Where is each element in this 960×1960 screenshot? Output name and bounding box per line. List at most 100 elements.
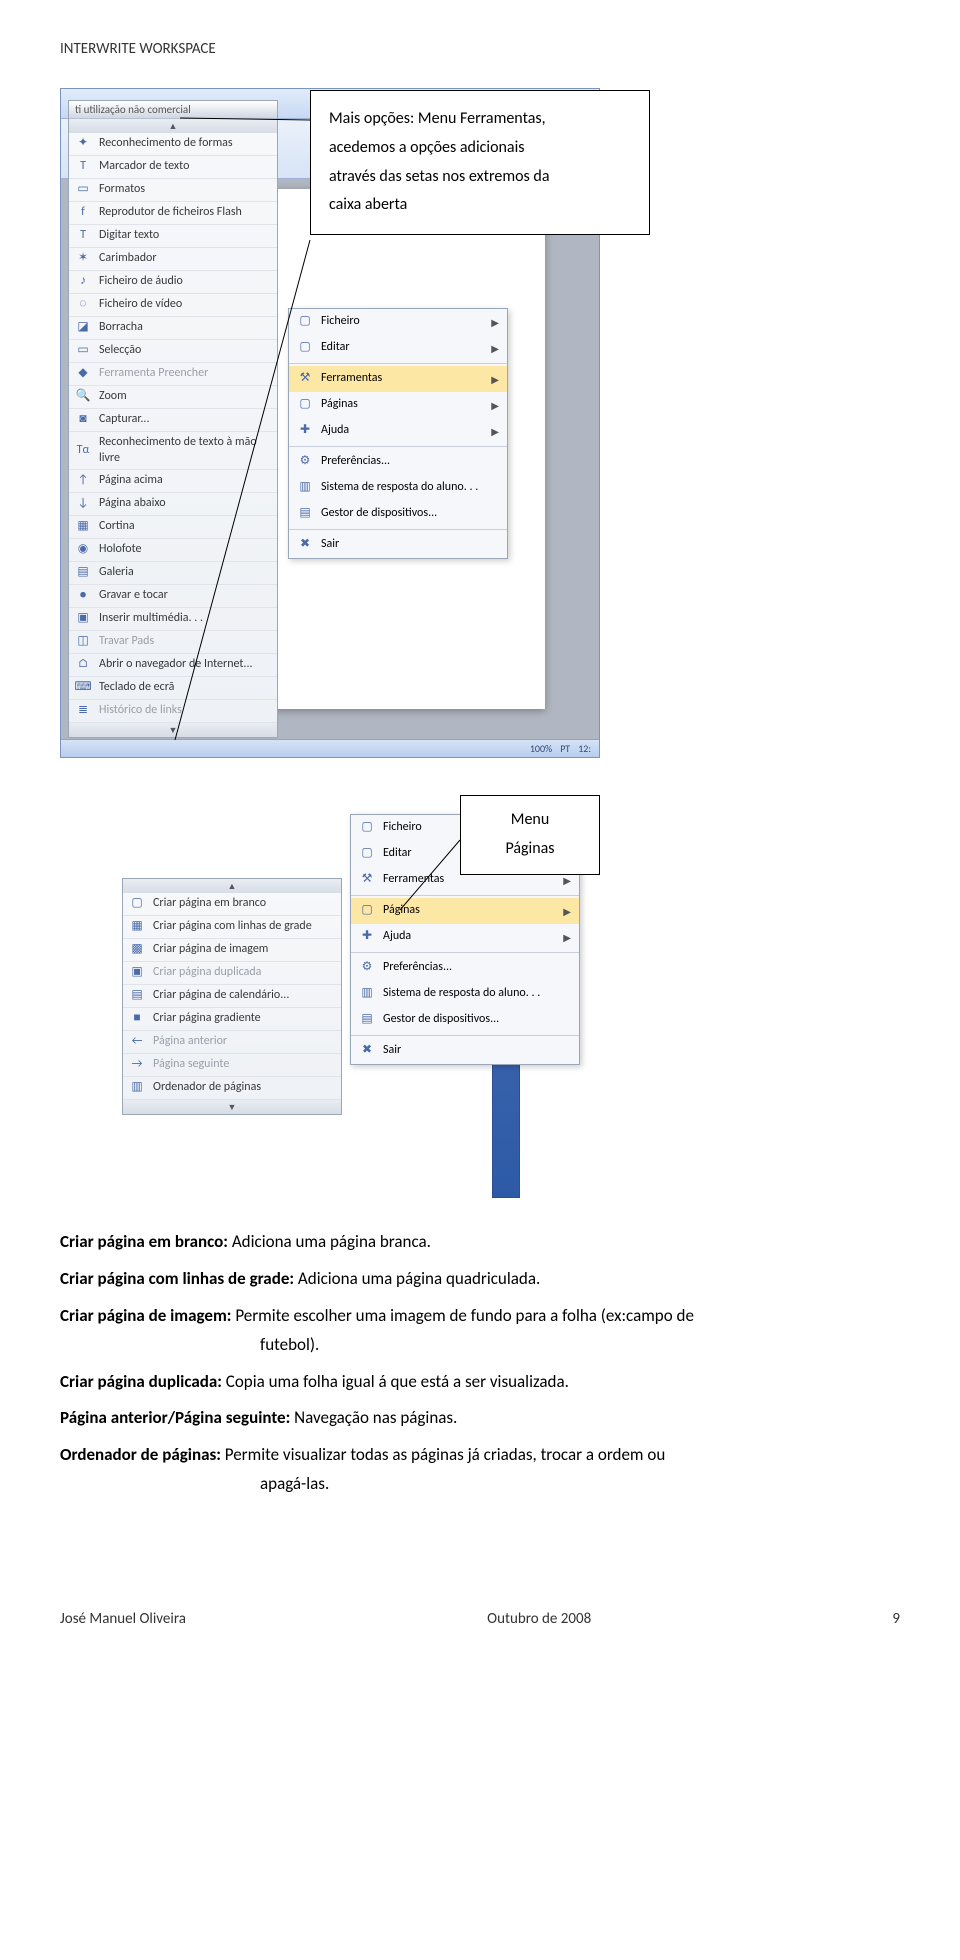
menu-item[interactable]: ✚Ajuda▶	[289, 418, 507, 444]
menu-item[interactable]: ▥Sistema de resposta do aluno. . .	[289, 475, 507, 501]
scroll-down-icon[interactable]: ▼	[123, 1100, 341, 1114]
scroll-up-icon[interactable]: ▲	[69, 119, 277, 133]
menu-icon: →	[129, 1057, 145, 1073]
menu-icon: ✖	[359, 1043, 375, 1059]
callout-line: acedemos a opções adicionais	[329, 134, 631, 163]
menu-item[interactable]: ✖ Sair	[351, 1038, 579, 1064]
desc-grid-page: Criar página com linhas de grade: Adicio…	[60, 1265, 900, 1294]
menu-item[interactable]: ▤Gestor de dispositivos...	[289, 501, 507, 527]
menu-item[interactable]: ♪Ficheiro de áudio	[69, 271, 277, 294]
menu-item[interactable]: ▤Galeria	[69, 562, 277, 585]
menu-item[interactable]: ⚙Preferências...	[289, 449, 507, 475]
menu-label: Página acima	[99, 473, 163, 489]
text: Adiciona uma página quadriculada.	[298, 1268, 540, 1289]
menu-icon: ■	[129, 1011, 145, 1027]
menu-item[interactable]: ▢Páginas▶	[351, 898, 579, 924]
menu-label: Ordenador de páginas	[153, 1080, 261, 1096]
menu-label: Ficheiro	[321, 314, 360, 330]
menu-icon: ▦	[129, 919, 145, 935]
menu-item[interactable]: ⌂Abrir o navegador de Internet...	[69, 654, 277, 677]
menu-item[interactable]: ↑Página acima	[69, 470, 277, 493]
menu-label: Editar	[321, 340, 350, 356]
scroll-up-icon[interactable]: ▲	[123, 879, 341, 893]
menu-item[interactable]: ▭Formatos	[69, 179, 277, 202]
menu-icon: ↓	[75, 496, 91, 512]
lang-value: PT	[560, 742, 570, 755]
menu-icon: ⌂	[75, 657, 91, 673]
menu-item[interactable]: ▭Selecção	[69, 340, 277, 363]
menu-item[interactable]: ▢Editar▶	[289, 335, 507, 361]
menu-item[interactable]: ▣Inserir multimédia. . .	[69, 608, 277, 631]
menu-icon: ✖	[297, 537, 313, 553]
menu-icon: ◪	[75, 320, 91, 336]
menu-item[interactable]: ▢Ficheiro▶	[289, 309, 507, 335]
menu-item[interactable]: TMarcador de texto	[69, 156, 277, 179]
menu-label: Sair	[383, 1043, 401, 1059]
tools-toolbox[interactable]: ti utilização não comercial ▲ ✦Reconheci…	[68, 100, 278, 738]
separator	[289, 446, 507, 447]
submenu-arrow-icon: ▶	[491, 373, 499, 386]
label: Criar página duplicada:	[60, 1371, 226, 1392]
menu-item[interactable]: fReprodutor de ficheiros Flash	[69, 202, 277, 225]
menu-item[interactable]: ■Criar página gradiente	[123, 1008, 341, 1031]
toolbox-titlebar: ti utilização não comercial	[69, 101, 277, 119]
menu-label: Páginas	[383, 903, 420, 919]
submenu-arrow-icon: ▶	[491, 399, 499, 412]
menu-item[interactable]: TDigitar texto	[69, 225, 277, 248]
menu-item[interactable]: ←Página anterior	[123, 1031, 341, 1054]
menu-item[interactable]: ▣Criar página duplicada	[123, 962, 341, 985]
menu-item[interactable]: ◉Holofote	[69, 539, 277, 562]
menu-label: Reconhecimento de texto à mão livre	[99, 435, 271, 466]
menu-item[interactable]: ▤Gestor de dispositivos...	[351, 1007, 579, 1033]
scroll-down-icon[interactable]: ▼	[69, 723, 277, 737]
menu-label: Digitar texto	[99, 228, 159, 244]
menu-item[interactable]: ▥Sistema de resposta do aluno. . .	[351, 981, 579, 1007]
menu-item[interactable]: ◙Capturar...	[69, 409, 277, 432]
menu-item[interactable]: ▢Criar página em branco	[123, 893, 341, 916]
menu-item[interactable]: ⚙Preferências...	[351, 955, 579, 981]
menu-label: Página abaixo	[99, 496, 166, 512]
menu-item[interactable]: 🔍Zoom	[69, 386, 277, 409]
label: Ordenador de páginas:	[60, 1444, 225, 1465]
menu-icon: ⚙	[359, 960, 375, 976]
menu-item[interactable]: ▢Páginas▶	[289, 392, 507, 418]
menu-item[interactable]: ▤Criar página de calendário...	[123, 985, 341, 1008]
context-menu-main[interactable]: ▢Ficheiro▶▢Editar▶⚒Ferramentas▶▢Páginas▶…	[288, 308, 508, 559]
menu-item[interactable]: ⚒Ferramentas▶	[289, 366, 507, 392]
menu-label: Ferramenta Preencher	[99, 366, 208, 382]
menu-item[interactable]: ✶Carimbador	[69, 248, 277, 271]
menu-item[interactable]: ▩Criar página de imagem	[123, 939, 341, 962]
menu-item[interactable]: ✚Ajuda▶	[351, 924, 579, 950]
submenu-arrow-icon: ▶	[491, 342, 499, 355]
menu-icon: ▥	[129, 1080, 145, 1096]
text: apagá-las.	[60, 1473, 329, 1494]
menu-item[interactable]: ▦Criar página com linhas de grade	[123, 916, 341, 939]
menu-icon: T	[75, 159, 91, 175]
menu-item[interactable]: ◫Travar Pads	[69, 631, 277, 654]
menu-icon: ⚙	[297, 454, 313, 470]
pages-toolbox[interactable]: ▲ ▢Criar página em branco▦Criar página c…	[122, 878, 342, 1115]
menu-item[interactable]: ↓ Página abaixo	[69, 493, 277, 516]
separator	[289, 529, 507, 530]
menu-label: Páginas	[321, 397, 358, 413]
text: Permite escolher uma imagem de fundo par…	[235, 1305, 694, 1326]
menu-icon: ▭	[75, 343, 91, 359]
menu-icon: ▢	[359, 820, 375, 836]
menu-item[interactable]: ▥ Ordenador de páginas	[123, 1077, 341, 1100]
menu-icon: ▤	[297, 506, 313, 522]
menu-item[interactable]: TαReconhecimento de texto à mão livre	[69, 432, 277, 470]
menu-item[interactable]: ◪Borracha	[69, 317, 277, 340]
menu-item[interactable]: ●Gravar e tocar	[69, 585, 277, 608]
menu-label: Página anterior	[153, 1034, 227, 1050]
menu-label: Ficheiro	[383, 820, 422, 836]
menu-item[interactable]: ▦Cortina	[69, 516, 277, 539]
menu-label: Criar página de calendário...	[153, 988, 289, 1004]
menu-item[interactable]: ✦Reconhecimento de formas	[69, 133, 277, 156]
menu-item[interactable]: ◆Ferramenta Preencher	[69, 363, 277, 386]
menu-item[interactable]: ≣Histórico de links	[69, 700, 277, 723]
menu-item[interactable]: ◌Ficheiro de vídeo	[69, 294, 277, 317]
menu-item[interactable]: ✖Sair	[289, 532, 507, 558]
menu-item[interactable]: →Página seguinte	[123, 1054, 341, 1077]
menu-item[interactable]: ⌨Teclado de ecrã	[69, 677, 277, 700]
menu-icon: ⚒	[359, 872, 375, 888]
